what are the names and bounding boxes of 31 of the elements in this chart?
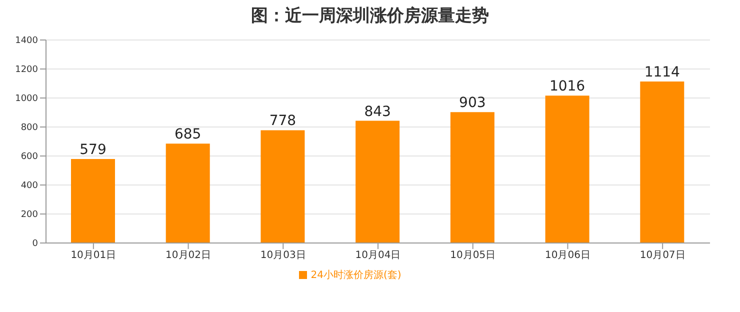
data-label: 843 — [364, 104, 391, 120]
x-tick-label: 10月03日 — [260, 250, 306, 262]
y-tick-label: 1000 — [15, 94, 38, 104]
data-label: 903 — [459, 95, 486, 112]
y-tick-label: 200 — [20, 210, 38, 220]
y-tick-label: 800 — [20, 123, 38, 134]
bar — [640, 81, 684, 243]
bar — [166, 144, 210, 243]
x-tick-label: 10月05日 — [450, 250, 496, 262]
bar — [71, 159, 115, 243]
data-label: 579 — [80, 142, 106, 158]
x-tick-label: 10月06日 — [544, 250, 590, 262]
data-label: 685 — [174, 126, 202, 143]
y-tick-label: 600 — [20, 152, 38, 162]
x-tick-label: 10月07日 — [640, 250, 686, 262]
bar — [545, 96, 590, 243]
data-label: 1016 — [549, 78, 586, 95]
y-tick-label: 1200 — [15, 65, 38, 76]
chart-title: 图：近一周深圳涨价房源量走势 — [250, 5, 490, 27]
y-tick-label: 400 — [20, 181, 38, 192]
legend-label: 24小时涨价房源(套) — [310, 270, 402, 281]
bar — [260, 130, 305, 243]
y-tick-label: 0 — [32, 239, 38, 250]
bar — [450, 112, 494, 243]
x-tick-label: 10月04日 — [355, 250, 401, 262]
x-tick-label: 10月02日 — [166, 250, 212, 262]
bar — [356, 120, 400, 243]
y-tick-label: 1400 — [15, 36, 38, 46]
data-label: 778 — [269, 113, 296, 130]
x-tick-label: 10月01日 — [70, 250, 116, 262]
data-label: 1114 — [644, 64, 680, 80]
